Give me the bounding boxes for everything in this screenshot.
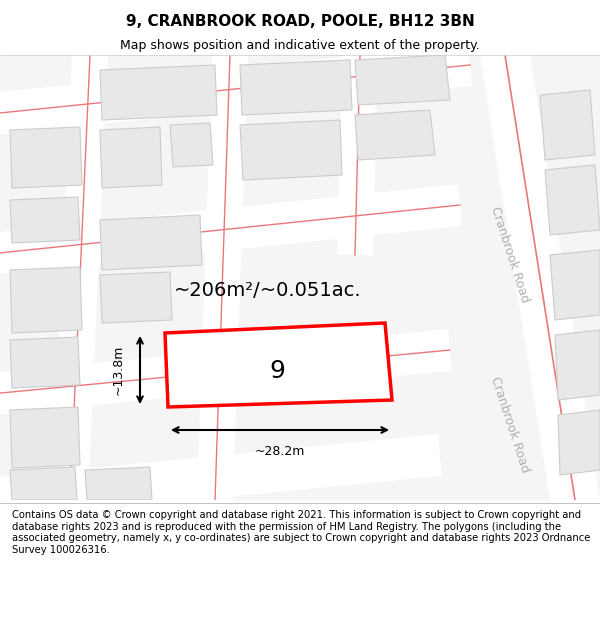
Polygon shape — [10, 197, 80, 243]
Polygon shape — [545, 165, 600, 235]
Polygon shape — [558, 410, 600, 475]
Text: ~13.8m: ~13.8m — [112, 345, 125, 395]
Polygon shape — [550, 250, 600, 320]
Text: 9: 9 — [269, 359, 286, 382]
Polygon shape — [355, 55, 450, 105]
Polygon shape — [100, 127, 162, 188]
Polygon shape — [355, 110, 435, 160]
Polygon shape — [165, 323, 392, 407]
Text: Contains OS data © Crown copyright and database right 2021. This information is : Contains OS data © Crown copyright and d… — [12, 510, 590, 555]
Polygon shape — [337, 54, 378, 256]
Polygon shape — [10, 407, 80, 468]
Polygon shape — [10, 467, 77, 500]
Text: ~206m²/~0.051ac.: ~206m²/~0.051ac. — [173, 281, 361, 299]
Polygon shape — [85, 467, 152, 500]
Polygon shape — [0, 434, 442, 521]
Polygon shape — [555, 330, 600, 400]
Text: Cranbrook Road: Cranbrook Road — [488, 375, 532, 475]
Polygon shape — [52, 54, 108, 501]
Polygon shape — [540, 90, 595, 160]
Polygon shape — [100, 215, 202, 270]
Polygon shape — [480, 55, 600, 500]
Polygon shape — [100, 65, 217, 120]
Polygon shape — [240, 120, 342, 180]
Polygon shape — [240, 60, 352, 115]
Text: Map shows position and indicative extent of the property.: Map shows position and indicative extent… — [120, 39, 480, 51]
Polygon shape — [197, 54, 248, 501]
Polygon shape — [10, 337, 80, 388]
Text: Cranbrook Road: Cranbrook Road — [488, 205, 532, 305]
Polygon shape — [0, 44, 472, 136]
Text: ~28.2m: ~28.2m — [255, 445, 305, 458]
Text: 9, CRANBROOK ROAD, POOLE, BH12 3BN: 9, CRANBROOK ROAD, POOLE, BH12 3BN — [125, 14, 475, 29]
Polygon shape — [170, 123, 213, 167]
Polygon shape — [10, 267, 82, 333]
Polygon shape — [10, 127, 82, 188]
Polygon shape — [0, 329, 452, 416]
Polygon shape — [0, 184, 462, 276]
Polygon shape — [100, 272, 172, 323]
